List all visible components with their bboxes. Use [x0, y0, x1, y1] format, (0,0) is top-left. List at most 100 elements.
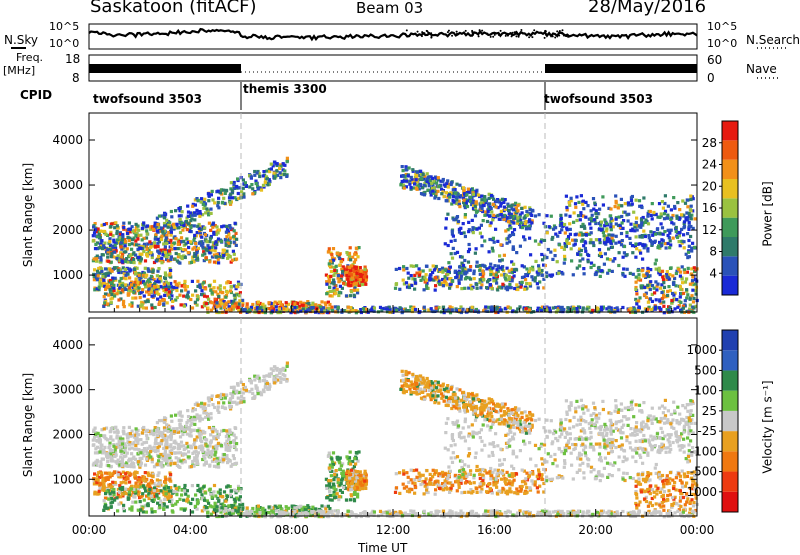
velocity-cell [165, 478, 168, 481]
velocity-cell [205, 453, 208, 456]
velocity-cell [166, 505, 169, 508]
power-cell [159, 285, 162, 288]
velocity-cell [447, 390, 450, 393]
power-cell [219, 284, 222, 287]
velocity-cell [107, 464, 110, 467]
velocity-cell [218, 433, 221, 436]
power-cell [194, 203, 197, 206]
power-cell [434, 284, 437, 287]
power-cell [329, 275, 332, 278]
velocity-cell [246, 506, 249, 509]
velocity-cell [401, 385, 404, 388]
velocity-cell [342, 486, 345, 489]
velocity-cell [225, 448, 228, 451]
power-cell [164, 245, 167, 248]
power-cell [261, 303, 264, 306]
power-cell [450, 183, 453, 186]
velocity-cell [503, 410, 506, 413]
power-cell [225, 225, 228, 228]
velocity-cell [257, 505, 260, 508]
velocity-cell [430, 386, 433, 389]
power-cell [200, 236, 203, 239]
power-cell [219, 288, 222, 291]
velocity-cell [536, 486, 539, 489]
velocity-cell [484, 404, 487, 407]
velocity-cell [109, 501, 112, 504]
power-cell [160, 235, 163, 238]
power-cell [345, 294, 348, 297]
nsearch-point [531, 36, 533, 38]
velocity-cell [214, 502, 217, 505]
nsearch-point [451, 35, 453, 37]
power-cell [163, 294, 166, 297]
power-cell [164, 277, 167, 280]
power-cell [93, 231, 96, 234]
power-cell [171, 300, 174, 303]
power-cell [182, 295, 185, 298]
velocity-cell [233, 434, 236, 437]
power-cell [411, 168, 414, 171]
power-cell [471, 201, 474, 204]
power-cell [279, 176, 282, 179]
power-cell [485, 267, 488, 270]
velocity-cell [345, 498, 348, 501]
power-cell [133, 261, 136, 264]
power-cell [178, 214, 181, 217]
velocity-cell [332, 451, 335, 454]
power-cell [349, 284, 352, 287]
velocity-cell [237, 487, 240, 490]
velocity-cell [129, 458, 132, 461]
velocity-cell [124, 472, 127, 475]
power-cell [356, 291, 359, 294]
power-cell [190, 261, 193, 264]
power-cell [145, 307, 148, 310]
power-cell [205, 207, 208, 210]
velocity-cell [507, 425, 510, 428]
velocity-cell [204, 438, 207, 441]
power-cell [158, 302, 161, 305]
nsearch-point [417, 31, 419, 33]
power-cell [452, 188, 455, 191]
velocity-cell [423, 398, 426, 401]
power-cell [422, 269, 425, 272]
velocity-cell [175, 487, 178, 490]
power-cell [500, 210, 503, 213]
velocity-cell [273, 381, 276, 384]
power-cell [246, 302, 249, 305]
power-cell [231, 189, 234, 192]
velocity-cell [209, 441, 212, 444]
velocity-cell [521, 430, 524, 433]
velocity-cell [200, 402, 203, 405]
power-cell [151, 270, 154, 273]
velocity-cell [163, 487, 166, 490]
power-cell [121, 289, 124, 292]
power-cell [360, 270, 363, 273]
power-cell [430, 182, 433, 185]
velocity-cell [132, 462, 135, 465]
power-cell [144, 267, 147, 270]
power-cell [236, 177, 239, 180]
power-cell [149, 251, 152, 254]
velocity-cell [233, 457, 236, 460]
power-cell [217, 237, 220, 240]
velocity-cell [206, 445, 209, 448]
power-cell [286, 157, 289, 160]
velocity-cell [205, 506, 208, 509]
velocity-cell [353, 498, 356, 501]
power-cell [359, 278, 362, 281]
velocity-cell [191, 484, 194, 487]
power-cell [143, 294, 146, 297]
velocity-cell [117, 473, 120, 476]
velocity-cell [426, 377, 429, 380]
power-cell [177, 247, 180, 250]
velocity-cell [217, 401, 220, 404]
power-cell [221, 201, 224, 204]
velocity-cell [409, 391, 412, 394]
velocity-cell [140, 457, 143, 460]
velocity-cell [108, 444, 111, 447]
power-cell [163, 216, 166, 219]
power-cell [452, 195, 455, 198]
velocity-cell [122, 426, 125, 429]
velocity-cell [178, 498, 181, 501]
power-cell [203, 295, 206, 298]
